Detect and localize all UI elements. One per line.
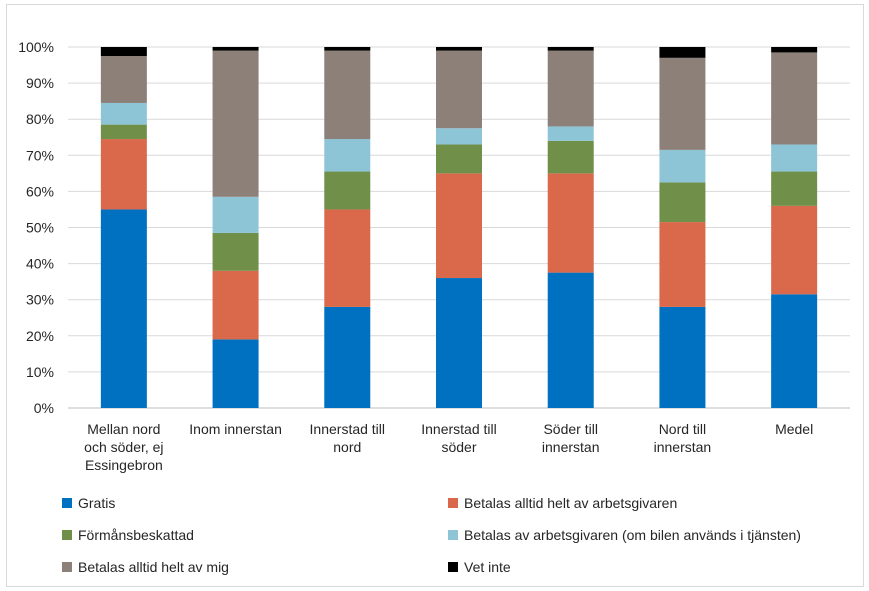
bar-segment [659, 182, 706, 223]
bar-segment [771, 171, 818, 206]
legend-swatch [448, 498, 458, 508]
y-tick-label: 30% [26, 292, 54, 308]
legend-item: Betalas alltid helt av arbetsgivaren [448, 495, 677, 511]
legend-swatch [62, 498, 72, 508]
y-tick-label: 20% [26, 328, 54, 344]
x-tick-label: Söder till innerstan [542, 421, 600, 455]
bar-segment [771, 294, 818, 408]
y-tick-label: 40% [26, 256, 54, 272]
legend-label: Betalas alltid helt av mig [78, 559, 229, 575]
bar-segment [324, 47, 371, 51]
bar-segment [324, 139, 371, 172]
bar-segment [547, 173, 594, 273]
bar-segment [212, 232, 259, 271]
bar-segment [212, 47, 259, 51]
bar-segment [100, 124, 147, 140]
x-tick-label: Nord till innerstan [654, 421, 712, 455]
legend-swatch [448, 562, 458, 572]
bar-segment [659, 149, 706, 183]
x-tick-label: Inom innerstan [189, 421, 282, 437]
bar-segment [212, 339, 259, 408]
bar-segment [547, 140, 594, 174]
legend-swatch [62, 562, 72, 572]
chart-frame [6, 4, 864, 587]
bar-segment [212, 270, 259, 340]
bar-segment [436, 47, 482, 51]
bar-segment [212, 196, 259, 233]
bar-segment [436, 173, 482, 279]
y-tick-label: 60% [26, 183, 54, 199]
bar-segment [659, 47, 706, 58]
y-tick-label: 10% [26, 364, 54, 380]
bar-segment [771, 52, 818, 145]
bar-segment [100, 209, 147, 408]
bar-segment [100, 139, 147, 210]
y-tick-label: 100% [18, 39, 54, 55]
y-tick-label: 80% [26, 111, 54, 127]
bar-segment [547, 272, 594, 408]
x-tick-label: Mellan nord och söder, ej Essingebron [84, 421, 163, 473]
bar-segment [324, 209, 371, 307]
y-tick-label: 50% [26, 220, 54, 236]
bar-segment [212, 50, 259, 197]
bar-segment [771, 144, 818, 172]
bar-segment [100, 47, 147, 57]
bar-segment [324, 306, 371, 408]
legend-swatch [448, 530, 458, 540]
bar-segment [436, 144, 482, 174]
x-axis: Mellan nord och söder, ej Essingebron Inom … [84, 421, 813, 473]
legend-label: Förmånsbeskattad [78, 527, 194, 543]
bar-segment [659, 57, 706, 150]
bar-segment [324, 50, 371, 140]
legend-item: Gratis [62, 495, 115, 511]
bar-segment [547, 47, 594, 51]
legend-item: Vet inte [448, 559, 511, 575]
bar-segment [771, 205, 818, 295]
legend-item: Betalas alltid helt av mig [62, 559, 229, 575]
y-tick-label: 0% [34, 400, 54, 416]
bar-segment [436, 50, 482, 129]
y-axis: 0% 10% 20% 30% 40% 50% 60% 70% 80% 90% 100% [18, 39, 54, 416]
legend-item: Förmånsbeskattad [62, 527, 194, 543]
x-tick-label: Innerstad till söder [421, 421, 496, 455]
bar-segment [436, 278, 482, 408]
bars [100, 47, 818, 408]
legend-label: Betalas alltid helt av arbetsgivaren [464, 495, 678, 511]
legend-label: Gratis [78, 495, 116, 511]
bar-segment [771, 47, 818, 53]
bar-segment [547, 126, 594, 141]
bar-segment [100, 56, 147, 103]
bar-segment [547, 50, 594, 127]
legend-swatch [62, 530, 72, 540]
legend-label: Betalas av arbetsgivaren (om bilen använ… [464, 527, 801, 543]
y-tick-label: 90% [26, 75, 54, 91]
y-tick-label: 70% [26, 147, 54, 163]
legend-label: Vet inte [464, 559, 511, 575]
bar-segment [659, 306, 706, 408]
bar-segment [324, 171, 371, 210]
x-tick-label: Innerstad till nord [310, 421, 385, 455]
bar-segment [659, 222, 706, 307]
x-tick-label: Medel [775, 421, 813, 437]
bar-segment [436, 128, 482, 145]
legend-item: Betalas av arbetsgivaren (om bilen använ… [448, 527, 801, 543]
bar-segment [100, 102, 147, 125]
